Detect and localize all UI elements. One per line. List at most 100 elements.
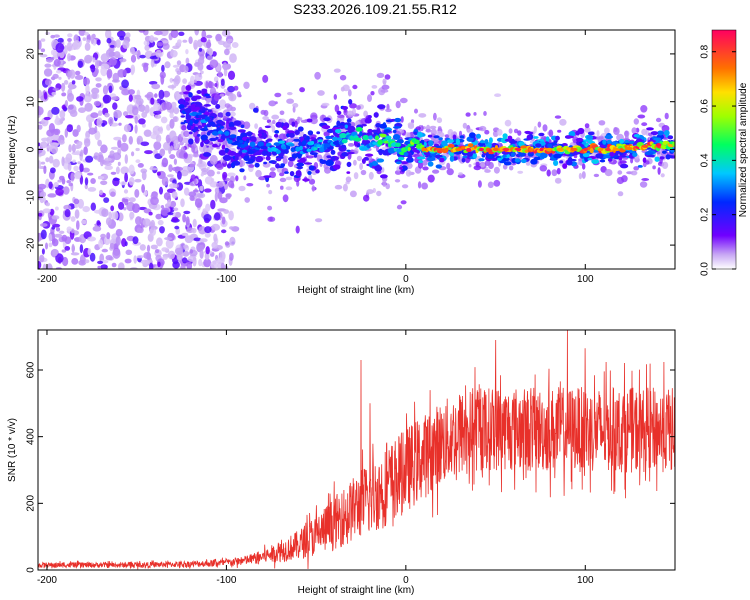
band-cell <box>461 157 466 163</box>
band-cell <box>392 134 401 140</box>
snr-panel: -200 -100 0 100 0 200 400 600 Height of straig… <box>7 329 676 596</box>
band-cell <box>417 131 423 138</box>
noise-cell <box>43 68 53 77</box>
halo-cell <box>613 127 620 135</box>
noise-cell <box>190 75 195 86</box>
ridge-cell <box>377 139 384 146</box>
halo-cell <box>401 184 409 189</box>
halo-cell <box>183 152 188 159</box>
noise-cell <box>224 48 230 56</box>
halo-cell <box>394 179 401 183</box>
band-cell <box>555 135 560 141</box>
noise-cell <box>71 258 79 265</box>
noise-cell <box>198 226 207 235</box>
ridge-cell <box>236 135 240 142</box>
noise-cell <box>112 72 120 83</box>
noise-cell <box>118 201 125 210</box>
noise-cell <box>83 77 90 86</box>
noise-cell <box>97 110 103 116</box>
noise-cell <box>52 158 60 168</box>
noise-cell <box>102 174 108 180</box>
noise-cell <box>77 198 85 209</box>
noise-cell <box>213 233 218 242</box>
ridge-cell <box>407 147 411 151</box>
noise-cell <box>90 34 94 45</box>
noise-cell <box>59 118 64 124</box>
halo-cell <box>554 115 562 119</box>
noise-cell <box>132 51 138 56</box>
band-cell <box>650 131 659 136</box>
noise-cell <box>161 247 169 252</box>
noise-cell <box>58 230 65 234</box>
halo-cell <box>191 145 196 153</box>
band-cell <box>510 152 516 157</box>
halo-cell <box>617 170 623 175</box>
noise-cell <box>40 223 48 227</box>
band-cell <box>533 136 539 139</box>
noise-cell <box>146 244 151 253</box>
ridge-cell <box>215 136 219 140</box>
noise-cell <box>229 226 234 230</box>
halo-cell <box>458 172 463 176</box>
noise-cell <box>159 148 166 157</box>
noise-cell <box>51 215 60 220</box>
halo-cell <box>315 218 323 223</box>
noise-cell <box>70 252 80 256</box>
band-cell <box>346 171 351 174</box>
band-cell <box>364 158 369 161</box>
band-cell <box>628 140 635 144</box>
halo-cell <box>414 108 418 114</box>
halo-cell <box>283 155 288 159</box>
snr-x-label: Height of straight line (km) <box>298 585 415 596</box>
halo-cell <box>493 166 500 174</box>
noise-cell <box>223 209 230 214</box>
noise-cell <box>99 189 103 196</box>
noise-cell <box>120 166 129 175</box>
band-cell <box>395 161 402 165</box>
band-cell <box>263 175 272 179</box>
noise-cell <box>186 261 193 269</box>
band-cell <box>435 164 442 169</box>
noise-cell <box>64 246 71 251</box>
ridge-cell <box>290 148 296 153</box>
halo-cell <box>286 98 294 104</box>
noise-cell <box>193 237 202 242</box>
band-cell <box>646 127 654 131</box>
band-cell <box>238 150 243 155</box>
halo-cell <box>367 94 372 102</box>
noise-cell <box>56 69 62 74</box>
noise-cell <box>169 77 174 83</box>
noise-cell <box>217 71 223 78</box>
noise-cell <box>143 129 152 137</box>
band-cell <box>315 169 320 174</box>
halo-cell <box>380 89 389 93</box>
ridge-cell <box>331 136 339 142</box>
x-tick-label: -200 <box>37 575 57 586</box>
colorbar-tick-label: 0.8 <box>700 44 711 58</box>
ridge-cell <box>316 144 322 148</box>
band-cell <box>336 120 341 127</box>
noise-cell <box>48 155 54 164</box>
ridge-peak-cell <box>455 147 462 152</box>
halo-cell <box>446 162 451 170</box>
noise-cell <box>113 211 119 220</box>
noise-cell <box>154 114 162 119</box>
noise-cell <box>149 227 157 237</box>
x-tick-label: -100 <box>216 274 236 285</box>
noise-cell <box>124 241 128 247</box>
noise-cell <box>172 116 178 122</box>
halo-cell <box>288 138 292 144</box>
band-cell <box>657 130 664 136</box>
ridge-cell <box>246 131 253 137</box>
ridge-peak-cell <box>624 146 633 151</box>
band-cell <box>228 121 235 128</box>
noise-cell <box>113 51 121 59</box>
y-tick-label: 600 <box>26 361 37 378</box>
noise-cell <box>163 141 171 151</box>
band-cell <box>201 108 209 111</box>
noise-cell <box>95 68 99 75</box>
band-cell <box>295 170 302 177</box>
halo-cell <box>381 84 390 90</box>
noise-cell <box>228 210 234 221</box>
